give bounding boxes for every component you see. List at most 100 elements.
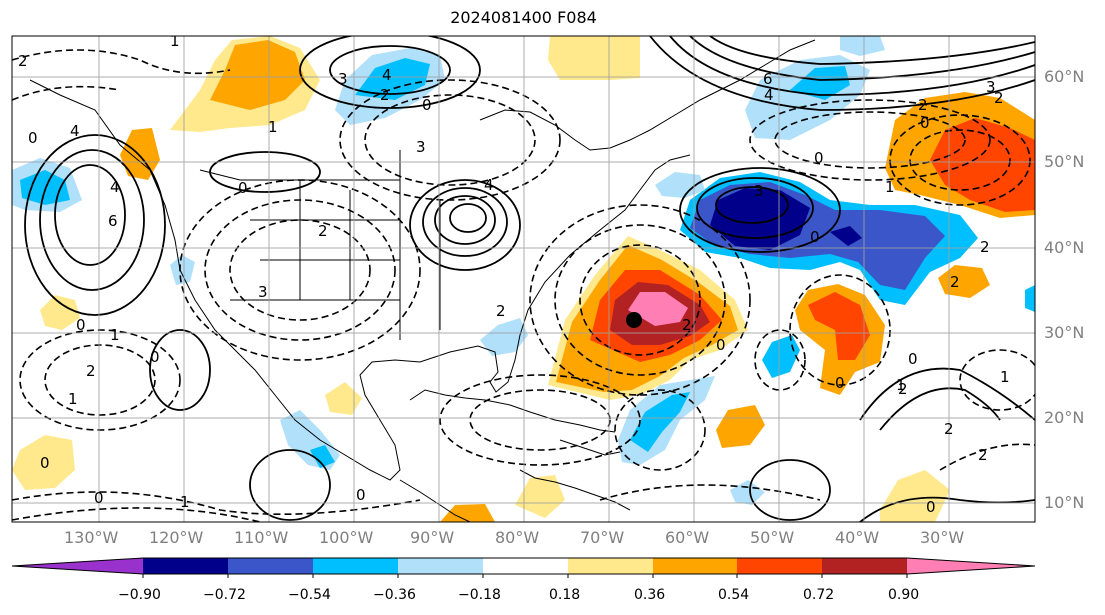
lon-label-50w: 50°W — [750, 528, 795, 547]
map-border — [11, 35, 1036, 523]
warm-anomaly-tropics — [716, 405, 765, 448]
warm-anomaly-gulf — [440, 504, 495, 522]
colorbar-segment — [483, 558, 568, 574]
colorbar-segment — [737, 558, 822, 574]
cold-anomaly-tropics — [730, 480, 765, 505]
contour-label: 2 — [918, 96, 928, 114]
contour-label: 1 — [170, 32, 180, 50]
warm-anomaly-northeast-2 — [930, 118, 1035, 212]
contour-label: 2 — [496, 302, 506, 320]
colorbar-segment — [143, 558, 228, 574]
lon-label-80w: 80°W — [495, 528, 540, 547]
contour-label: 6 — [763, 70, 773, 88]
contour-high-mexico — [149, 329, 211, 411]
contour-label: 0 — [814, 149, 824, 167]
lon-label-90w: 90°W — [410, 528, 455, 547]
contour-label: 0 — [94, 489, 104, 507]
contour-label: 0 — [40, 454, 50, 472]
contour-label: 2 — [978, 446, 988, 464]
contour-label: 0 — [28, 129, 38, 147]
colorbar-tick-label: 0.90 — [888, 587, 920, 603]
contour-low-storm-3 — [715, 186, 789, 224]
colorbar — [11, 557, 1036, 578]
contour-label: 2 — [682, 316, 692, 334]
lon-label-130w: 130°W — [64, 528, 119, 547]
lon-label-120w: 120°W — [149, 528, 204, 547]
contour-label: 3 — [258, 283, 268, 301]
contour-label: 0 — [908, 350, 918, 368]
cold-anomaly-north — [840, 36, 885, 56]
contour-label: 1 — [110, 326, 120, 344]
coastlines — [29, 39, 816, 522]
contour-label: 2 — [380, 86, 390, 104]
contour-label: 0 — [716, 336, 726, 354]
colorbar-segment — [313, 558, 398, 574]
colorbar-tick-label: 0.72 — [803, 587, 835, 603]
cold-anomaly-east — [1025, 285, 1035, 312]
contour-high-canada-2 — [329, 45, 451, 95]
contour-label: 0 — [238, 179, 248, 197]
contour-label: 6 — [108, 212, 118, 230]
colorbar-tick-label: 0.36 — [634, 587, 666, 603]
contour-label: 2 — [86, 362, 96, 380]
cold-anomaly-florida — [480, 318, 528, 356]
contour-label: 2 — [980, 238, 990, 256]
contour-low-storm-2 — [696, 177, 814, 239]
contour-label: 0 — [422, 96, 432, 114]
warm-anomaly-bc — [120, 128, 160, 180]
contour-label: 3 — [754, 182, 764, 200]
contour-label: 0 — [926, 498, 936, 516]
contour-label: 2 — [318, 222, 328, 240]
lon-label-70w: 70°W — [580, 528, 625, 547]
lat-label-50n: 50°N — [1044, 152, 1085, 171]
contour-label: 0 — [76, 316, 86, 334]
contour-high-atlantic-4 — [449, 203, 487, 233]
warm-anomaly-caribbean — [515, 475, 565, 518]
contour-high-atlantic-2 — [422, 187, 508, 257]
colorbar-segment — [822, 558, 907, 574]
cold-anomaly-labrador-2 — [790, 66, 850, 100]
cold-anomaly-north-atlantic-4 — [830, 226, 862, 246]
contour-high-pacific-3 — [54, 164, 126, 266]
warm-anomaly-mexico — [325, 382, 362, 415]
contour-label-group: 2 1 0 4 3 1 0 2 4 6 4 2 3 2 0 3 0 4 6 4 … — [18, 32, 1010, 516]
map-title: 2024081400 F084 — [450, 8, 597, 27]
contour-north-jet-3 — [689, 36, 1035, 81]
contour-label: 1 — [180, 493, 190, 511]
storm-center-marker — [626, 312, 642, 328]
contour-north-jet-4 — [709, 36, 1035, 65]
warm-anomaly-tropics-2 — [880, 470, 950, 522]
colorbar-tick-label: −0.18 — [458, 587, 501, 603]
contour-south — [859, 496, 1035, 522]
lat-label-40n: 40°N — [1044, 238, 1085, 257]
contour-label: 0 — [150, 348, 160, 366]
lon-label-110w: 110°W — [234, 528, 289, 547]
contour-label: 1 — [885, 178, 895, 196]
contour-label: 1 — [68, 390, 78, 408]
colorbar-tick-label: −0.54 — [288, 587, 331, 603]
colorbar-tick-label: 0.54 — [718, 587, 750, 603]
lon-label-40w: 40°W — [835, 528, 880, 547]
contour-low-storm-1 — [679, 167, 841, 253]
cold-anomaly-newfoundland — [655, 172, 705, 198]
lat-label-10n: 10°N — [1044, 493, 1085, 512]
contour-high-atlantic-3 — [434, 195, 496, 245]
contour-label: 0 — [835, 374, 845, 392]
colorbar-segment — [653, 558, 737, 574]
contour-label: 3 — [986, 78, 996, 96]
anomaly-shading — [12, 36, 1035, 522]
contour-label: 2 — [944, 420, 954, 438]
colorbar-tick-label: −0.72 — [203, 587, 246, 603]
contour-label: 1 — [1000, 368, 1010, 386]
cold-anomaly-west — [170, 255, 195, 285]
contour-north-jet-2 — [669, 36, 1035, 96]
contour-label: 4 — [70, 122, 80, 140]
contour-high-prairie — [209, 151, 321, 193]
colorbar-segment — [568, 558, 653, 574]
contour-label: 2 — [18, 52, 28, 70]
lat-label-30n: 30°N — [1044, 323, 1085, 342]
lat-label-60n: 60°N — [1044, 67, 1085, 86]
contour-north-jet-1 — [649, 36, 1035, 111]
contour-high-atlantic-1 — [409, 179, 521, 271]
